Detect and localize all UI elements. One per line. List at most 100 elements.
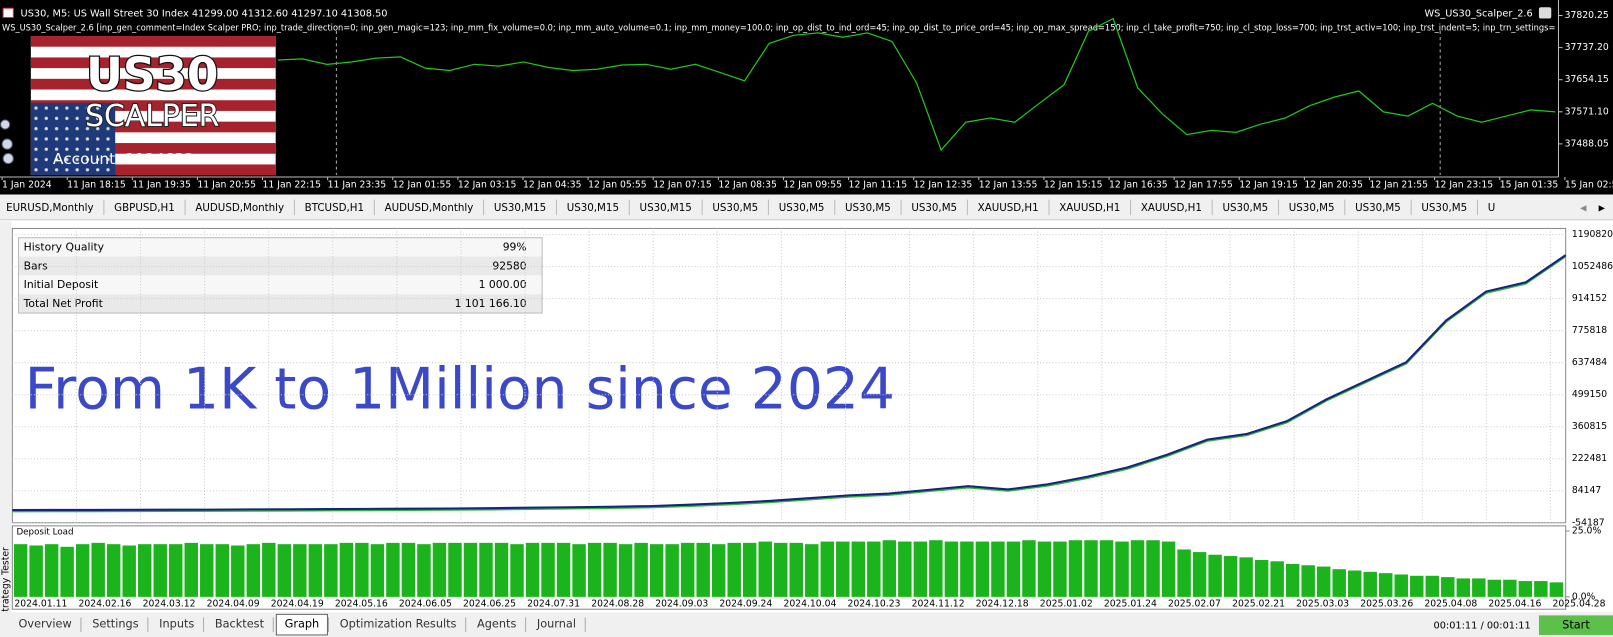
logo-stripes (30, 36, 276, 176)
tester-tab[interactable]: Optimization Results (340, 618, 457, 631)
deposit-load-bar (975, 541, 990, 597)
logo-stripe (30, 57, 276, 69)
report-table: History Quality 99% Bars 92580 Initial Depos… (18, 237, 543, 314)
symbol-tab[interactable]: US30,M5 (1289, 202, 1335, 214)
symbol-tab[interactable]: U (1488, 202, 1496, 214)
logo-stripe (30, 36, 276, 47)
time-label: 12 Jan 04:35 (523, 180, 582, 191)
deposit-load-bar (913, 541, 928, 597)
symbol-tab[interactable]: BTCUSD,H1 (305, 202, 364, 214)
date-label: 2025.01.02 (1040, 599, 1093, 610)
symbol-tab[interactable]: US30,M5 (1355, 202, 1401, 214)
tester-tab[interactable]: Backtest (215, 618, 265, 631)
tester-tab-frame (275, 613, 328, 636)
time-label: 12 Jan 09:55 (783, 180, 842, 191)
date-label: 2025.04.16 (1488, 599, 1541, 610)
deposit-load-bar (758, 541, 772, 597)
date-label: 2025.01.24 (1104, 599, 1157, 610)
deposit-load-bar (1239, 557, 1253, 597)
tester-tab[interactable]: Overview (19, 618, 72, 631)
scroll-left[interactable]: ◀ (1580, 202, 1587, 212)
timer: 00:01:11 / 00:01:11 (1434, 621, 1531, 632)
time-label: 12 Jan 17:55 (1174, 180, 1233, 191)
symbol-tab[interactable]: US30,M5 (911, 202, 957, 214)
time-label: 11 Jan 22:15 (263, 180, 322, 191)
tester-tab[interactable]: Agents (477, 618, 516, 631)
chart-control[interactable] (2, 152, 14, 165)
deposit-load-bar (401, 542, 416, 597)
start-button[interactable] (1538, 615, 1613, 635)
deposit-load-bar (1410, 575, 1424, 597)
symbol-tab-bar (0, 194, 1613, 221)
price-tick-label: 37737.20 (1565, 42, 1609, 53)
symbol-tab[interactable]: AUDUSD,Monthly (385, 202, 474, 214)
time-label: 12 Jan 20:35 (1304, 180, 1363, 191)
chart-control[interactable] (1, 138, 13, 150)
symbol-tab[interactable]: US30,M15 (640, 202, 692, 214)
time-label: 12 Jan 23:15 (1435, 180, 1494, 191)
deposit-load-bar (29, 545, 43, 597)
symbol-tab[interactable]: US30,M5 (712, 202, 758, 214)
start-button-label[interactable]: Start (1562, 619, 1590, 632)
balance-line (12, 254, 1567, 512)
deposit-load-bar (1161, 541, 1176, 597)
symbol-tab[interactable]: US30,M5 (1421, 202, 1467, 214)
deposit-load-bar (1332, 569, 1346, 597)
tester-tab[interactable]: Journal (536, 618, 576, 631)
symbol-tab[interactable]: US30,M5 (845, 202, 891, 214)
date-label: 2025.03.03 (1296, 599, 1349, 610)
report-label: Total Net Profit (23, 297, 103, 310)
deposit-tick-label: 0.0% (1572, 591, 1596, 602)
date-label: 2024.04.19 (271, 599, 324, 610)
symbol-tab[interactable]: US30,M5 (779, 202, 825, 214)
symbol-tab[interactable]: AUDUSD,Monthly (195, 202, 284, 214)
symbol-tab[interactable]: US30,M15 (567, 202, 619, 214)
symbol-tab[interactable]: US30,M15 (494, 202, 546, 214)
annotation: From 1K to 1Million since 2024 (25, 357, 895, 423)
date-label: 2024.05.16 (335, 599, 388, 610)
tester-tab[interactable]: Inputs (159, 618, 194, 631)
deposit-load-bar (991, 541, 1005, 597)
logo-stripe (30, 78, 276, 90)
deposit-load-bar (960, 541, 974, 597)
symbol-tab[interactable]: XAUUSD,H1 (1059, 202, 1120, 214)
deposit-load-bar (184, 542, 198, 597)
deposit-load-bar (1301, 565, 1315, 597)
report-label: History Quality (24, 240, 105, 253)
tester-tab[interactable]: Settings (92, 618, 138, 631)
symbol-tab[interactable]: XAUUSD,H1 (978, 202, 1039, 214)
price-tick-label: 37571.10 (1565, 106, 1609, 117)
tester-tab-bar (0, 612, 1613, 637)
symbol-tab[interactable]: XAUUSD,H1 (1141, 202, 1202, 214)
deposit-load-bar (91, 542, 105, 597)
time-label: 11 Jan 23:35 (328, 180, 387, 191)
tester-tab[interactable]: Graph (285, 618, 320, 631)
deposit-load-bar (339, 542, 354, 597)
deposit-load-bar (696, 542, 710, 597)
date-label: 2025.04.28 (1553, 599, 1606, 610)
chart-control[interactable] (0, 119, 11, 130)
symbol-tab[interactable]: US30,M5 (1222, 202, 1268, 214)
deposit-load-bar (1254, 559, 1269, 597)
date-label: 2024.11.12 (912, 599, 965, 610)
deposit-load-bar (727, 542, 741, 597)
deposit-load-bar (1316, 566, 1331, 597)
deposit-load-bar (60, 546, 74, 597)
deposit-load-bar (1518, 581, 1533, 597)
scroll-right[interactable]: ▶ (1599, 202, 1606, 212)
time-label: 15 Jan 01:35 (1500, 180, 1559, 191)
chart-icon (2, 7, 14, 19)
symbol-tab[interactable]: EURUSD,Monthly (6, 202, 93, 214)
date-label: 2024.02.16 (78, 599, 131, 610)
symbol-tab[interactable]: GBPUSD,H1 (114, 202, 175, 214)
time-label: 15 Jan 02:55 (1565, 180, 1613, 191)
date-label: 2024.08.28 (591, 599, 644, 610)
logo-stripe (30, 164, 276, 176)
date-label: 2024.07.31 (527, 599, 580, 610)
deposit-load-bar (711, 544, 726, 597)
deposit-load-bar (106, 544, 121, 597)
date-label: 2025.03.26 (1360, 599, 1413, 610)
deposit-load-bar (836, 541, 850, 597)
side-strip (0, 221, 12, 613)
deposit-load-bar (1534, 581, 1548, 597)
